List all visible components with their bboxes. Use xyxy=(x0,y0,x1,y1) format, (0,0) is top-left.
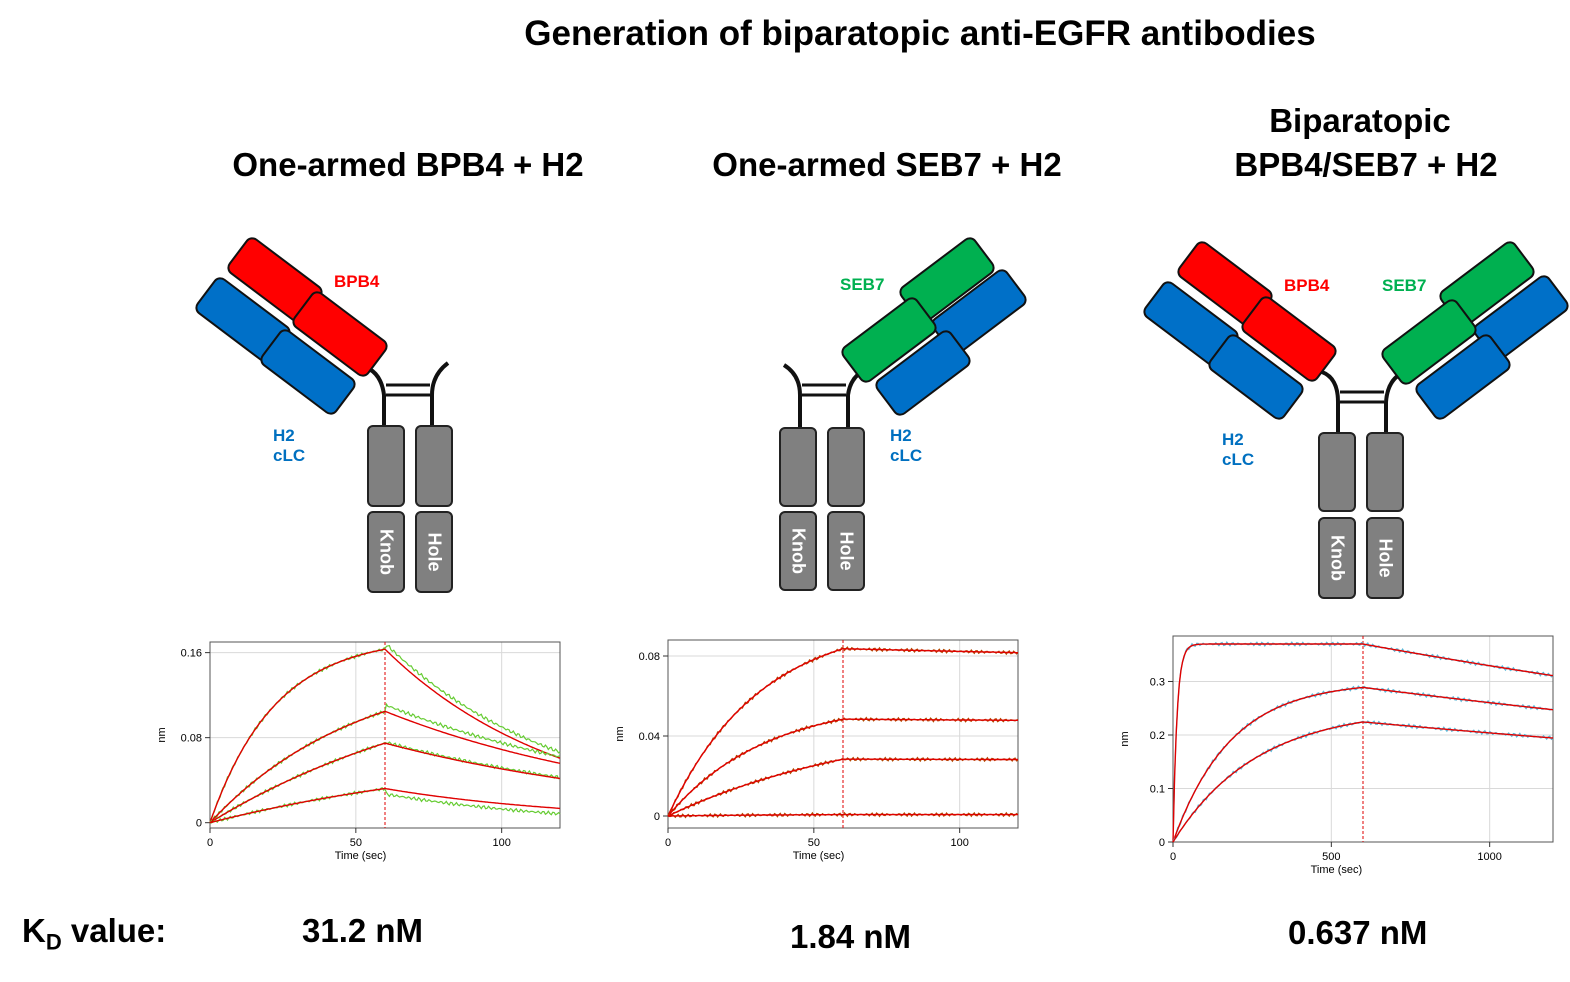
x-tick-label: 100 xyxy=(950,837,968,849)
y-tick-label: 0.08 xyxy=(181,733,202,745)
panel1-title: One-armed BPB4 + H2 xyxy=(232,146,584,183)
bpb4-label: BPB4 xyxy=(334,272,380,291)
hole-domain: Hole xyxy=(415,511,453,593)
antibody-diagram-3: Knob Hole BPB4 SEB7 H2 cLC xyxy=(0,0,1570,599)
seb7-label-3: SEB7 xyxy=(1382,276,1427,295)
h2-clc-label-2: H2 cLC xyxy=(890,426,923,465)
x-axis-label: Time (sec) xyxy=(793,850,845,862)
fc-ch2-left-2 xyxy=(779,427,817,507)
fit-curve-1 xyxy=(1172,643,1554,843)
seb7-label: SEB7 xyxy=(840,275,885,294)
x-tick-label: 100 xyxy=(492,837,510,849)
h2-clc-label-3: H2 cLC xyxy=(1222,430,1255,469)
panel3-title-line1: Biparatopic xyxy=(1269,102,1451,139)
plot-frame xyxy=(667,639,1019,829)
y-tick-label: 0.1 xyxy=(1150,783,1165,795)
fc-ch2-left xyxy=(367,425,405,507)
panel2-title: One-armed SEB7 + H2 xyxy=(712,146,1062,183)
y-axis-label: nm xyxy=(156,727,168,742)
fc-ch2-right xyxy=(415,425,453,507)
y-tick-label: 0.3 xyxy=(1150,676,1165,688)
antibody-diagram-1: Knob Hole BPB4 H2 cLC xyxy=(0,0,453,593)
sensorgram-chart-1: 0 50 100 0 0.08 0.16 Time (sec) nm xyxy=(156,641,561,862)
y-tick-label: 0 xyxy=(196,818,202,830)
h2-clc-label: H2 cLC xyxy=(273,426,306,465)
kd-value-1: 31.2 nM xyxy=(302,912,424,949)
antibody-diagram-2: Knob Hole SEB7 H2 cLC xyxy=(0,0,1030,591)
x-tick-label: 50 xyxy=(350,837,362,849)
knob-domain-3: Knob xyxy=(1318,517,1356,599)
fit-curve-2 xyxy=(1172,686,1554,843)
hole-domain-2: Hole xyxy=(827,511,865,591)
fit-curve-1 xyxy=(667,647,1018,817)
x-tick-label: 0 xyxy=(207,837,213,849)
y-tick-label: 0 xyxy=(654,811,660,823)
y-tick-label: 0.04 xyxy=(639,731,660,743)
fc-ch2-right-3 xyxy=(1366,432,1404,512)
fit-curve-1 xyxy=(209,648,561,823)
y-tick-label: 0.16 xyxy=(181,648,202,660)
x-tick-label: 0 xyxy=(665,837,671,849)
fit-curve-2 xyxy=(667,718,1018,817)
x-tick-label: 500 xyxy=(1322,851,1340,863)
kd-label: KD value: xyxy=(22,912,167,955)
fit-curve-4 xyxy=(668,813,1018,817)
x-tick-label: 0 xyxy=(1170,851,1176,863)
fit-curve-3 xyxy=(1172,721,1554,843)
kd-value-2: 1.84 nM xyxy=(790,918,912,955)
hole-domain-3: Hole xyxy=(1366,517,1404,599)
x-axis-label: Time (sec) xyxy=(335,850,387,862)
fc-ch2-left-3 xyxy=(1318,432,1356,512)
main-title: Generation of biparatopic anti-EGFR anti… xyxy=(524,14,1316,53)
y-tick-label: 0 xyxy=(1159,837,1165,849)
panel3-title-line2: BPB4/SEB7 + H2 xyxy=(1234,146,1498,183)
knob-domain: Knob xyxy=(367,511,405,593)
sensorgram-chart-2: 0 50 100 0 0.04 0.08 Time (sec) nm xyxy=(614,639,1019,862)
fit-curve-4 xyxy=(209,787,561,824)
bpb4-label-3: BPB4 xyxy=(1284,276,1330,295)
x-tick-label: 50 xyxy=(808,837,820,849)
x-axis-label: Time (sec) xyxy=(1311,864,1363,876)
y-tick-label: 0.08 xyxy=(639,651,660,663)
y-axis-label: nm xyxy=(1119,731,1131,746)
fit-curve-3 xyxy=(209,742,561,824)
y-tick-label: 0.2 xyxy=(1150,730,1165,742)
fit-curve-3 xyxy=(667,758,1018,817)
fit-curve-2 xyxy=(209,710,561,824)
knob-domain-2: Knob xyxy=(779,511,817,591)
kd-value-3: 0.637 nM xyxy=(1288,914,1428,951)
sensorgram-chart-3: 0 500 1000 0 0.1 0.2 0.3 Time (sec) nm xyxy=(1119,635,1554,876)
x-tick-label: 1000 xyxy=(1477,851,1501,863)
fc-ch2-right-2 xyxy=(827,427,865,507)
y-axis-label: nm xyxy=(614,726,626,741)
